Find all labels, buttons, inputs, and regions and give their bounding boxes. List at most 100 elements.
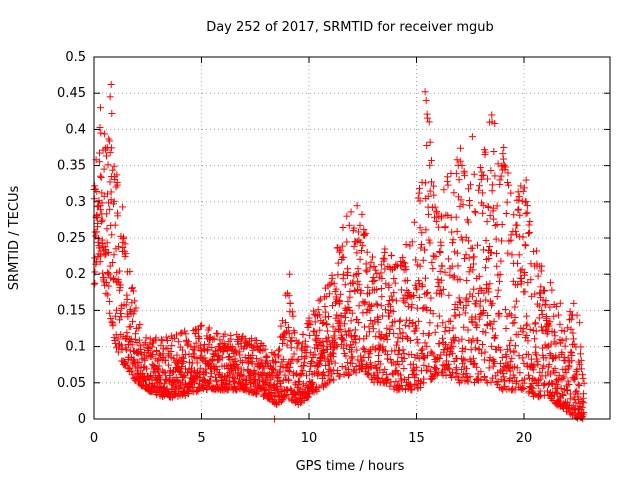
data-point (164, 344, 172, 352)
data-point (426, 319, 434, 327)
data-point (109, 166, 117, 174)
data-point (261, 345, 269, 353)
data-point (250, 368, 258, 376)
data-point (119, 203, 127, 211)
data-point (135, 359, 143, 367)
data-point (214, 352, 222, 360)
data-point (455, 294, 463, 302)
data-point (482, 296, 490, 304)
data-point (378, 293, 386, 301)
data-point (336, 290, 344, 298)
data-point (427, 156, 435, 164)
data-point (459, 355, 467, 363)
x-tick-label: 5 (197, 431, 205, 446)
data-point (214, 330, 222, 338)
data-point (160, 380, 168, 388)
data-point (347, 317, 355, 325)
data-point (127, 323, 135, 331)
data-point (482, 236, 490, 244)
data-point (319, 347, 327, 355)
data-point (440, 186, 448, 194)
data-point (424, 331, 432, 339)
y-tick-label: 0.05 (57, 376, 86, 391)
data-point (522, 210, 530, 218)
data-point (161, 356, 169, 364)
data-point (514, 259, 522, 267)
y-axis-label: SRMTID / TECUs (7, 186, 22, 291)
data-point (312, 331, 320, 339)
data-point (106, 178, 114, 186)
data-point (168, 369, 176, 377)
data-point (332, 299, 340, 307)
data-point (307, 362, 315, 370)
data-point (430, 191, 438, 199)
data-point (108, 231, 116, 239)
data-point (476, 164, 484, 172)
data-point (331, 328, 339, 336)
data-point (110, 162, 118, 170)
x-tick-label: 20 (516, 431, 533, 446)
data-point (439, 334, 447, 342)
data-point (210, 335, 218, 343)
data-point (498, 354, 506, 362)
data-point (353, 202, 361, 210)
data-point (321, 354, 329, 362)
data-point (311, 351, 319, 359)
data-point (529, 375, 537, 383)
data-point (269, 372, 277, 380)
data-point (397, 286, 405, 294)
data-point (497, 257, 505, 265)
data-point (337, 313, 345, 321)
data-point (460, 255, 468, 263)
data-point (236, 351, 244, 359)
data-point (232, 349, 240, 357)
data-point (441, 223, 449, 231)
data-point (321, 380, 329, 388)
data-point (556, 320, 564, 328)
data-point (132, 304, 140, 312)
data-point (302, 352, 310, 360)
data-point (111, 221, 119, 229)
data-point (456, 311, 464, 319)
data-point (314, 369, 322, 377)
data-point (148, 343, 156, 351)
data-point (339, 335, 347, 343)
data-point (359, 309, 367, 317)
data-point (310, 307, 318, 315)
data-point (298, 369, 306, 377)
data-point (191, 346, 199, 354)
data-point (248, 334, 256, 342)
data-point (576, 319, 584, 327)
data-point (327, 357, 335, 365)
data-point (101, 130, 109, 138)
data-point (106, 262, 114, 270)
data-point (142, 376, 150, 384)
data-point (534, 272, 542, 280)
y-tick-label: 0.3 (65, 195, 86, 210)
y-tick-label: 0.45 (57, 86, 86, 101)
data-point (166, 374, 174, 382)
data-point (271, 366, 279, 374)
data-point (323, 327, 331, 335)
data-point (196, 364, 204, 372)
data-point (97, 206, 105, 214)
data-point (534, 360, 542, 368)
data-point (430, 363, 438, 371)
data-point (236, 370, 244, 378)
data-point (465, 254, 473, 262)
data-point (205, 324, 213, 332)
data-point (263, 353, 271, 361)
data-point (237, 357, 245, 365)
data-point (444, 181, 452, 189)
data-point (309, 327, 317, 335)
data-point (95, 235, 103, 243)
data-point (431, 328, 439, 336)
data-point (414, 339, 422, 347)
data-point (535, 314, 543, 322)
data-point (104, 161, 112, 169)
data-point (290, 350, 298, 358)
data-point (235, 348, 243, 356)
data-point (434, 322, 442, 330)
data-point (281, 371, 289, 379)
data-point (567, 390, 575, 398)
